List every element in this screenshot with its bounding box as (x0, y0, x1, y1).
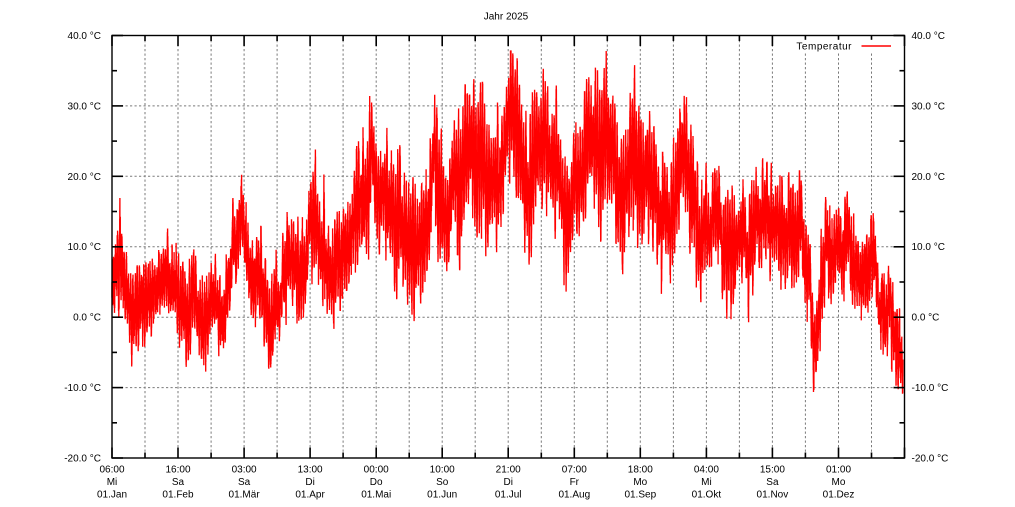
svg-text:03:00: 03:00 (232, 465, 257, 476)
svg-text:0.0 °C: 0.0 °C (912, 313, 940, 324)
svg-text:01.Sep: 01.Sep (624, 490, 656, 501)
svg-text:10.0 °C: 10.0 °C (68, 242, 101, 253)
svg-text:01.Feb: 01.Feb (162, 490, 194, 501)
svg-text:30.0 °C: 30.0 °C (68, 101, 101, 112)
svg-text:Mo: Mo (633, 477, 647, 488)
svg-text:-20.0 °C: -20.0 °C (912, 454, 949, 465)
svg-text:01.Okt: 01.Okt (692, 490, 722, 501)
svg-text:-10.0 °C: -10.0 °C (912, 383, 949, 394)
svg-text:00:00: 00:00 (364, 465, 389, 476)
svg-text:Sa: Sa (766, 477, 779, 488)
svg-text:-20.0 °C: -20.0 °C (64, 454, 101, 465)
svg-text:01.Mär: 01.Mär (229, 490, 261, 501)
svg-text:Do: Do (370, 477, 383, 488)
svg-text:Di: Di (305, 477, 314, 488)
svg-text:40.0 °C: 40.0 °C (912, 31, 945, 42)
svg-text:Mi: Mi (107, 477, 118, 488)
svg-text:Jahr 2025: Jahr 2025 (484, 12, 529, 23)
svg-text:01.Mai: 01.Mai (361, 490, 391, 501)
svg-text:21:00: 21:00 (496, 465, 521, 476)
svg-text:01.Jun: 01.Jun (427, 490, 457, 501)
svg-text:-10.0 °C: -10.0 °C (64, 383, 101, 394)
svg-text:04:00: 04:00 (694, 465, 719, 476)
svg-text:18:00: 18:00 (628, 465, 653, 476)
svg-text:30.0 °C: 30.0 °C (912, 101, 945, 112)
svg-text:Sa: Sa (172, 477, 185, 488)
svg-text:40.0 °C: 40.0 °C (68, 31, 101, 42)
svg-text:15:00: 15:00 (760, 465, 785, 476)
svg-text:Di: Di (503, 477, 512, 488)
svg-text:Sa: Sa (238, 477, 251, 488)
svg-text:10.0 °C: 10.0 °C (912, 242, 945, 253)
svg-text:20.0 °C: 20.0 °C (912, 172, 945, 183)
svg-text:0.0 °C: 0.0 °C (73, 313, 101, 324)
svg-text:So: So (436, 477, 449, 488)
svg-text:01.Nov: 01.Nov (757, 490, 789, 501)
svg-text:16:00: 16:00 (165, 465, 190, 476)
svg-text:01.Apr: 01.Apr (295, 490, 325, 501)
svg-text:01.Dez: 01.Dez (823, 490, 855, 501)
svg-text:01.Jan: 01.Jan (97, 490, 127, 501)
svg-text:01.Jul: 01.Jul (495, 490, 522, 501)
svg-text:01:00: 01:00 (826, 465, 851, 476)
svg-text:06:00: 06:00 (99, 465, 124, 476)
svg-text:20.0 °C: 20.0 °C (68, 172, 101, 183)
svg-text:01.Aug: 01.Aug (558, 490, 590, 501)
svg-text:Temperatur: Temperatur (796, 42, 852, 53)
svg-text:10:00: 10:00 (430, 465, 455, 476)
svg-text:Fr: Fr (570, 477, 580, 488)
svg-text:07:00: 07:00 (562, 465, 587, 476)
svg-text:Mi: Mi (701, 477, 712, 488)
svg-text:Mo: Mo (832, 477, 846, 488)
svg-text:13:00: 13:00 (298, 465, 323, 476)
